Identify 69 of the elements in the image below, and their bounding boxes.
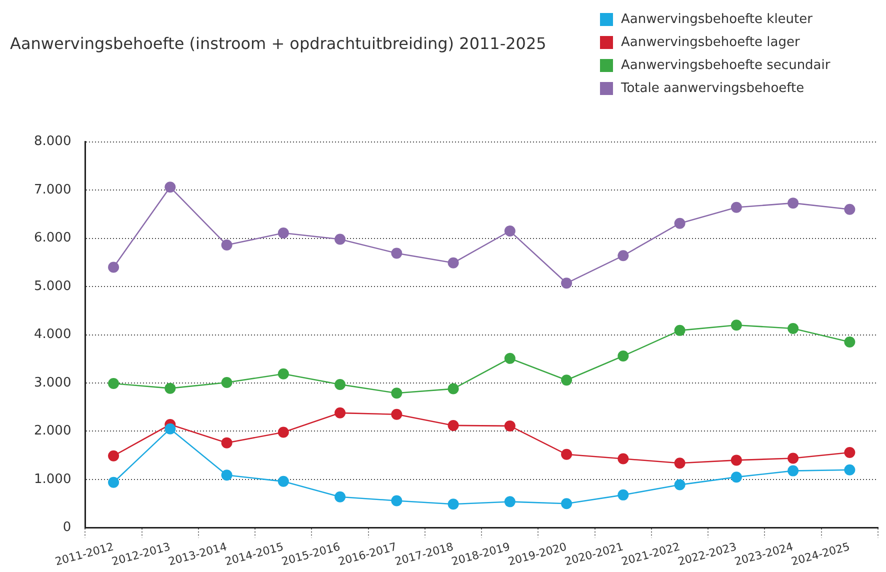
point bbox=[504, 420, 516, 432]
point bbox=[561, 278, 572, 289]
point bbox=[504, 352, 516, 364]
point bbox=[561, 498, 572, 510]
point bbox=[618, 453, 629, 464]
point bbox=[844, 464, 856, 476]
point bbox=[391, 388, 402, 399]
point bbox=[788, 198, 799, 209]
y-tick-label: 2.000 bbox=[34, 424, 72, 439]
point bbox=[561, 374, 572, 386]
legend-label: Aanwervingsbehoefte secundair bbox=[621, 58, 830, 73]
point bbox=[334, 407, 346, 418]
point bbox=[164, 182, 176, 193]
point bbox=[561, 448, 572, 460]
y-tick-label: 3.000 bbox=[34, 375, 72, 390]
point bbox=[278, 426, 289, 438]
point bbox=[164, 423, 176, 434]
point bbox=[618, 250, 629, 262]
point bbox=[164, 382, 176, 394]
point bbox=[108, 378, 120, 389]
point bbox=[504, 226, 516, 237]
point bbox=[674, 218, 686, 229]
point bbox=[108, 476, 120, 488]
y-tick-label: 6.000 bbox=[34, 230, 72, 246]
point bbox=[788, 465, 799, 476]
point bbox=[674, 479, 686, 490]
point bbox=[334, 234, 346, 245]
y-tick-label: 8.000 bbox=[34, 134, 72, 150]
y-tick-label: 4.000 bbox=[34, 327, 72, 342]
point bbox=[108, 262, 120, 273]
y-tick-label: 5.000 bbox=[34, 278, 72, 294]
point bbox=[730, 202, 742, 213]
point bbox=[278, 368, 289, 380]
point bbox=[730, 472, 742, 483]
point bbox=[334, 491, 346, 502]
point bbox=[221, 377, 232, 388]
point bbox=[618, 489, 629, 500]
point bbox=[221, 437, 232, 448]
point bbox=[674, 324, 686, 336]
point bbox=[730, 320, 742, 331]
point bbox=[844, 336, 856, 348]
point bbox=[448, 420, 459, 431]
legend-label: Aanwervingsbehoefte kleuter bbox=[621, 12, 812, 27]
legend-label: Totale aanwervingsbehoefte bbox=[621, 81, 804, 96]
legend-label: Aanwervingsbehoefte lager bbox=[621, 35, 800, 50]
point bbox=[788, 322, 799, 334]
point bbox=[221, 240, 232, 251]
point bbox=[788, 452, 799, 464]
point bbox=[844, 204, 856, 215]
y-tick-label: 7.000 bbox=[34, 182, 72, 198]
point bbox=[278, 476, 289, 487]
point bbox=[391, 408, 402, 420]
point bbox=[618, 350, 629, 362]
point bbox=[108, 450, 120, 462]
y-tick-label: 0 bbox=[62, 520, 72, 536]
point bbox=[334, 378, 346, 390]
point bbox=[844, 446, 856, 458]
point bbox=[504, 496, 516, 508]
chart-title: Aanwervingsbehoefte (instroom + opdrachtuitbreiding) 2011-2025 bbox=[10, 34, 546, 53]
y-tick-label: 1.000 bbox=[34, 472, 72, 487]
point bbox=[278, 227, 289, 238]
point bbox=[730, 454, 742, 466]
point bbox=[448, 383, 459, 394]
point bbox=[674, 458, 686, 469]
point bbox=[391, 495, 402, 506]
point bbox=[448, 498, 459, 510]
point bbox=[221, 470, 232, 481]
point bbox=[391, 248, 402, 259]
point bbox=[448, 257, 459, 268]
